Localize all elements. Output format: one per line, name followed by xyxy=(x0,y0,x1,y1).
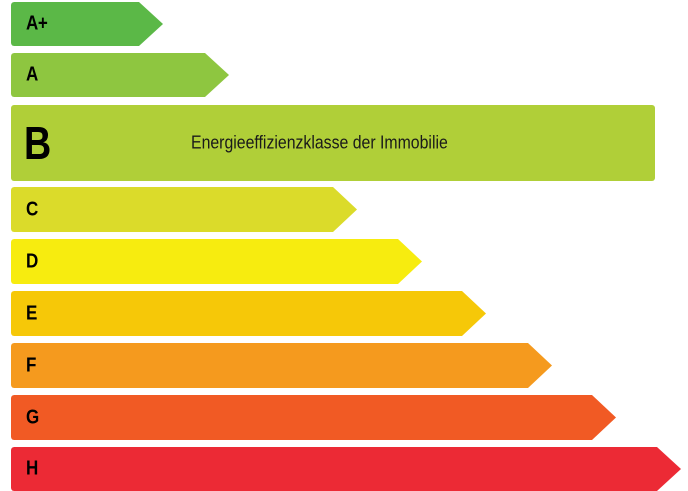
highlight-shape-fill xyxy=(11,105,655,181)
highlight-shape xyxy=(11,105,655,181)
energy-class-letter: A+ xyxy=(26,12,48,35)
arrow-shape xyxy=(11,239,422,284)
arrow-shape xyxy=(11,291,486,336)
arrow-shape xyxy=(11,447,681,491)
energy-class-letter: H xyxy=(26,457,38,480)
arrow-shape-fill xyxy=(11,291,486,336)
energy-class-c: C xyxy=(11,187,357,232)
energy-class-a: A xyxy=(11,53,229,97)
energy-class-letter: D xyxy=(26,250,38,272)
energy-class-e: E xyxy=(11,291,486,336)
arrow-shape-fill xyxy=(11,53,229,97)
energy-class-a-plus: A+ xyxy=(11,2,163,46)
active-class-letter: B xyxy=(24,117,52,169)
arrow-shape-fill xyxy=(11,239,422,284)
energy-class-letter: F xyxy=(26,354,36,376)
energy-class-letter: A xyxy=(26,63,38,86)
energy-class-b-active: B Energieeffizienzklasse der Immobilie xyxy=(11,105,655,181)
active-class-label: Energieeffizienzklasse der Immobilie xyxy=(191,132,448,153)
arrow-shape xyxy=(11,2,163,46)
arrow-shape xyxy=(11,53,229,97)
energy-class-letter: C xyxy=(26,198,38,220)
arrow-shape-fill xyxy=(11,2,163,46)
arrow-shape xyxy=(11,343,552,388)
energy-class-f: F xyxy=(11,343,552,388)
arrow-shape xyxy=(11,395,616,440)
energy-class-h: H xyxy=(11,447,681,491)
arrow-shape xyxy=(11,187,357,232)
energy-class-letter: E xyxy=(26,302,37,324)
energy-class-letter: G xyxy=(26,406,39,428)
energy-class-g: G xyxy=(11,395,616,440)
energy-class-d: D xyxy=(11,239,422,284)
arrow-shape-fill xyxy=(11,187,357,232)
arrow-shape-fill xyxy=(11,395,616,440)
arrow-shape-fill xyxy=(11,343,552,388)
arrow-shape-fill xyxy=(11,447,681,491)
